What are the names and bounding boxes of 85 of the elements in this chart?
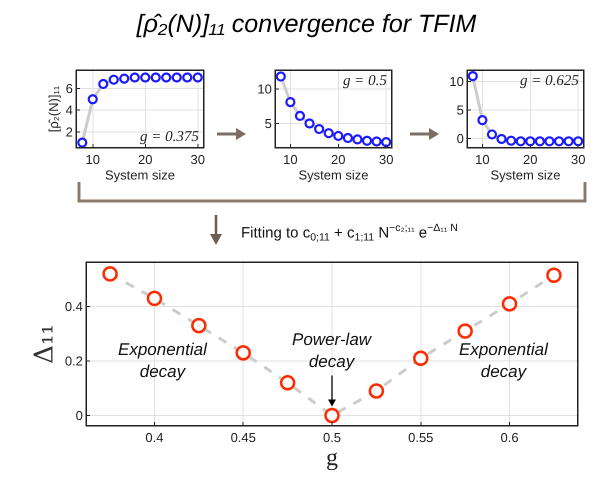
point bbox=[372, 136, 382, 147]
point bbox=[368, 383, 384, 399]
point bbox=[554, 136, 564, 146]
point bbox=[146, 290, 162, 306]
x-tick-label: 20 bbox=[523, 152, 538, 168]
point bbox=[182, 72, 192, 83]
text: [ρ̂₂(N)]₁₁ convergence for TFIM bbox=[135, 10, 478, 39]
y-tick-label: 0.4 bbox=[64, 299, 83, 314]
y-tick-label: 5 bbox=[456, 102, 464, 118]
point bbox=[280, 375, 296, 391]
point bbox=[496, 134, 507, 144]
point bbox=[314, 124, 324, 134]
point bbox=[276, 71, 286, 82]
point bbox=[77, 138, 88, 148]
point bbox=[342, 132, 353, 144]
x-tick-label: 30 bbox=[190, 152, 205, 168]
annotation: Exponential decay bbox=[118, 340, 208, 382]
point bbox=[544, 136, 555, 146]
x-tick-label: 10 bbox=[283, 152, 298, 168]
point bbox=[140, 72, 150, 83]
point bbox=[191, 318, 207, 334]
point bbox=[362, 136, 372, 146]
x-tick-label: 0.45 bbox=[230, 430, 256, 446]
point bbox=[172, 72, 182, 83]
point bbox=[333, 130, 344, 142]
point bbox=[457, 323, 473, 339]
point bbox=[130, 72, 140, 83]
point bbox=[324, 408, 340, 424]
y-axis-title: Δ₁₁ bbox=[29, 324, 60, 364]
point bbox=[468, 71, 478, 82]
point bbox=[161, 72, 172, 83]
x-tick-label: 0.5 bbox=[322, 430, 342, 446]
x-tick-label: 20 bbox=[138, 152, 152, 168]
point bbox=[381, 137, 392, 148]
point bbox=[477, 115, 488, 126]
point bbox=[285, 96, 296, 108]
point bbox=[564, 136, 574, 146]
point bbox=[413, 350, 429, 366]
x-tick-label: 0.55 bbox=[408, 430, 434, 446]
y-tick-label: 0 bbox=[456, 130, 464, 146]
point bbox=[98, 78, 108, 90]
point bbox=[534, 136, 545, 146]
point bbox=[235, 345, 251, 361]
x-axis-title: System size bbox=[298, 167, 369, 182]
x-tick-label: 20 bbox=[331, 152, 346, 168]
point bbox=[294, 110, 306, 122]
point bbox=[352, 134, 363, 144]
point bbox=[573, 136, 584, 146]
point bbox=[506, 136, 516, 146]
x-tick-label: 30 bbox=[570, 152, 586, 168]
annotation: Exponential decay bbox=[459, 340, 550, 382]
point bbox=[546, 268, 562, 283]
point bbox=[192, 72, 203, 83]
point bbox=[516, 136, 526, 146]
annotation: g = 0.375 bbox=[140, 129, 200, 145]
y-axis-title: [ρ̂₂(N)]₁₁ bbox=[46, 85, 61, 132]
x-axis-title: System size bbox=[490, 167, 561, 182]
x-tick-label: 10 bbox=[475, 152, 490, 168]
point bbox=[88, 94, 98, 104]
x-tick-label: 0.6 bbox=[500, 430, 519, 446]
annotation: g = 0.5 bbox=[343, 73, 388, 89]
x-tick-label: 10 bbox=[86, 152, 100, 168]
x-tick-label: 30 bbox=[378, 152, 394, 168]
y-tick-label: 10 bbox=[449, 74, 464, 89]
y-tick-label: 6 bbox=[66, 80, 73, 96]
point bbox=[486, 129, 498, 140]
point bbox=[502, 296, 518, 312]
annotation: Power-law decay bbox=[292, 330, 373, 372]
x-tick-label: 0.4 bbox=[145, 430, 164, 446]
y-tick-label: 0.2 bbox=[64, 354, 83, 369]
text: Fitting to c$_{0;11}$ + c$_{1;11}$ N$^{−c₂;₁₁}$ e$^{−Δ₁₁ N}$ bbox=[241, 222, 458, 244]
point bbox=[119, 74, 130, 84]
point bbox=[525, 136, 536, 146]
x-axis-title: System size bbox=[104, 167, 176, 182]
point bbox=[102, 266, 118, 282]
y-tick-label: 4 bbox=[66, 102, 73, 118]
point bbox=[324, 128, 334, 138]
point bbox=[108, 74, 119, 85]
y-tick-label: 2 bbox=[66, 124, 73, 140]
x-axis-title: g bbox=[326, 445, 338, 472]
annotation: g = 0.625 bbox=[520, 73, 580, 89]
y-tick-label: 5 bbox=[264, 116, 272, 132]
point bbox=[150, 72, 161, 83]
point bbox=[304, 118, 315, 129]
y-tick-label: 0 bbox=[76, 408, 83, 424]
